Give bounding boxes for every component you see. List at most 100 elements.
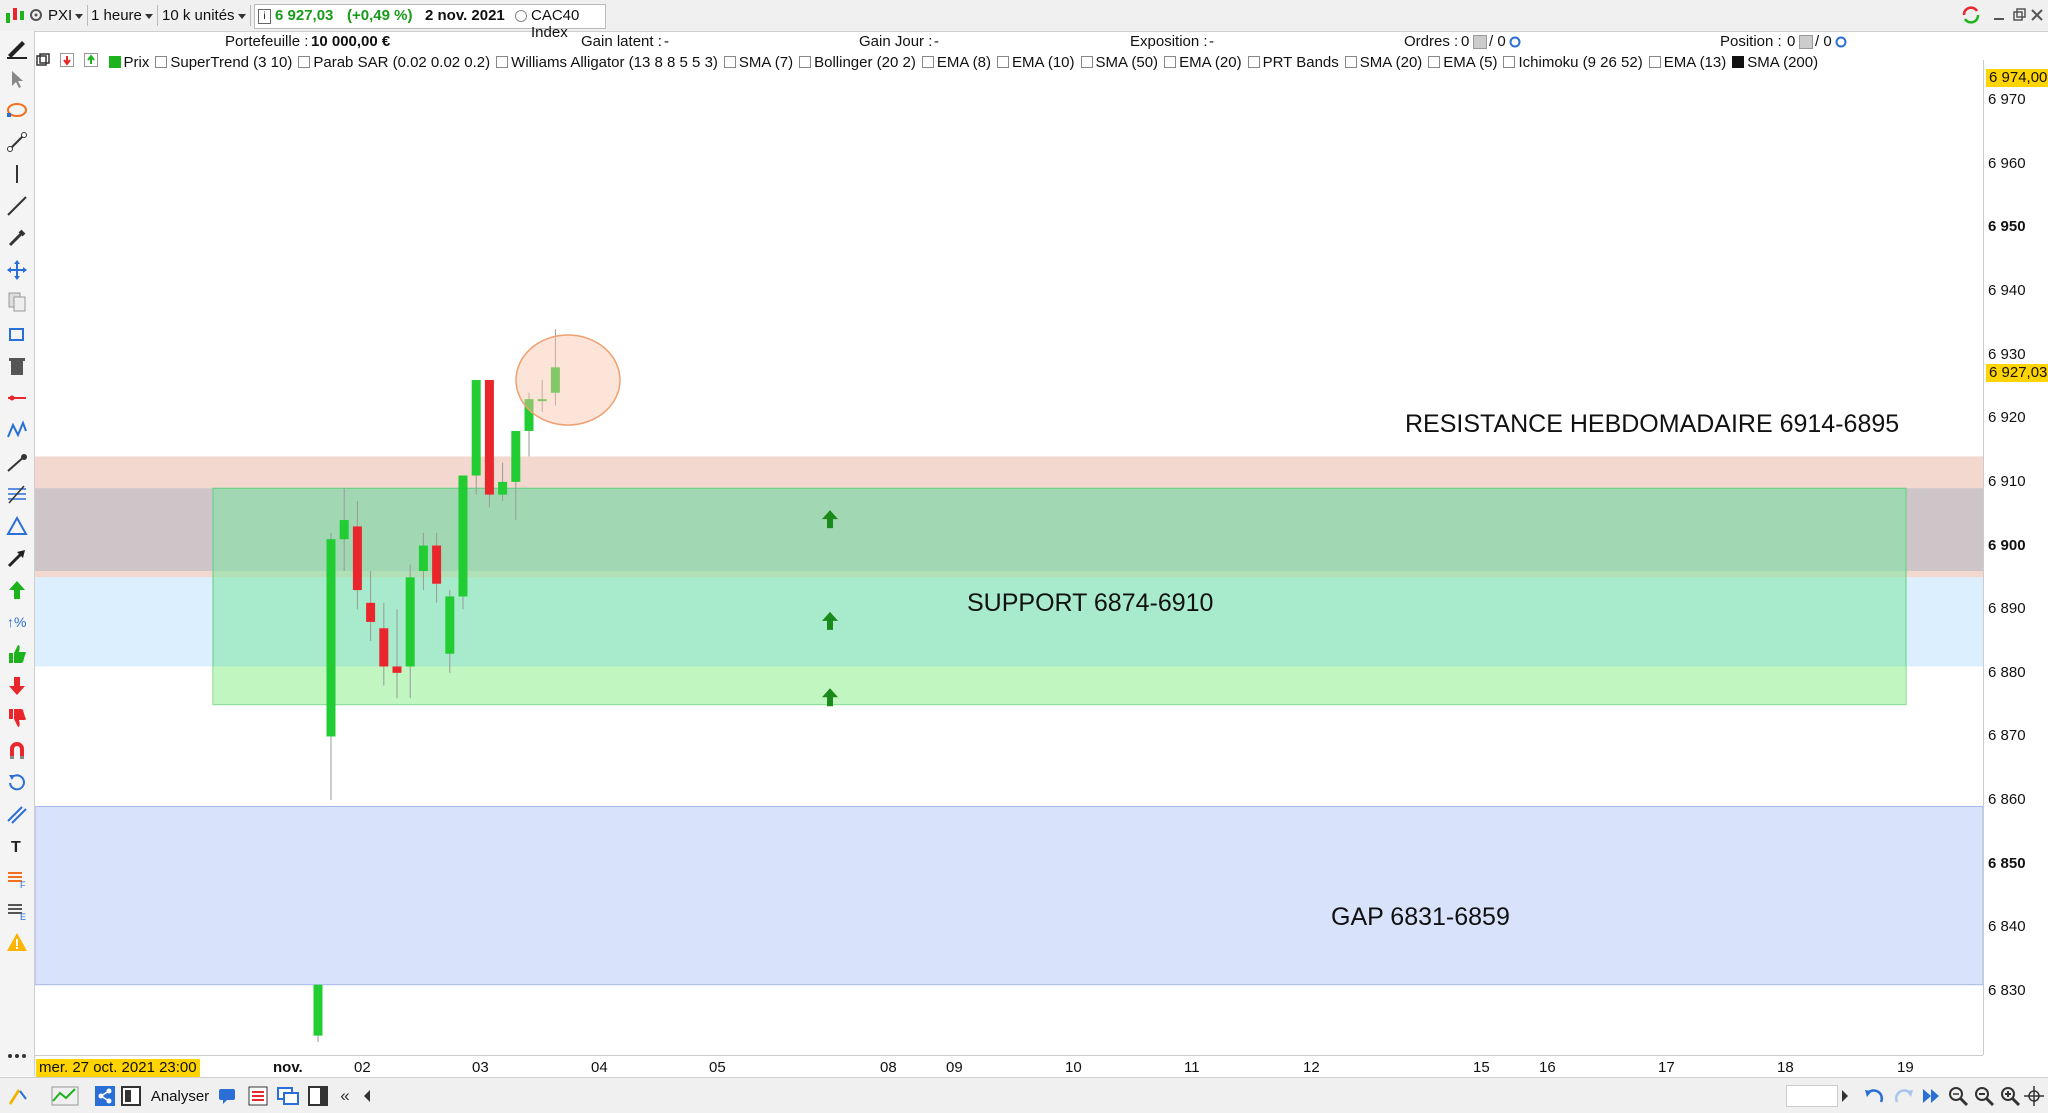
- indicator-checkbox[interactable]: [997, 56, 1009, 68]
- indicator-toggle[interactable]: EMA (20): [1164, 54, 1242, 71]
- chat-icon[interactable]: [216, 1084, 240, 1108]
- thumbs-down-icon[interactable]: [4, 705, 30, 731]
- windows-icon[interactable]: [276, 1084, 300, 1108]
- indicator-checkbox[interactable]: [496, 56, 509, 68]
- list-icon[interactable]: [246, 1084, 270, 1108]
- indicator-toggle[interactable]: SMA (7): [723, 54, 793, 71]
- chart-type-icon[interactable]: [4, 4, 26, 25]
- indicator-toggle[interactable]: Williams Alligator (13 8 8 5 5 3): [496, 54, 718, 71]
- scroll-left-double-icon[interactable]: «: [340, 1086, 350, 1105]
- pencil-icon[interactable]: [4, 34, 30, 60]
- indicator-checkbox[interactable]: [1732, 56, 1745, 68]
- indicator-toggle[interactable]: EMA (8): [921, 54, 991, 71]
- lines-f-icon[interactable]: F: [4, 865, 30, 891]
- settings-icon[interactable]: [28, 5, 44, 26]
- trend-line-icon[interactable]: [4, 193, 30, 219]
- draw-mode-icon[interactable]: [4, 1084, 32, 1108]
- info-icon[interactable]: i: [258, 9, 271, 24]
- price-axis[interactable]: 6 970 6 960 6 950 6 940 6 930 6 920 6 910 6 900…: [1983, 60, 2048, 1055]
- refresh-icon[interactable]: [1960, 5, 1982, 26]
- move-icon[interactable]: [4, 257, 30, 283]
- layout-icon[interactable]: [120, 1084, 142, 1108]
- trash-icon[interactable]: [4, 353, 30, 379]
- indicator-toggle[interactable]: PRT Bands: [1247, 54, 1339, 71]
- indicator-toggle[interactable]: Ichimoku (9 26 52): [1503, 54, 1643, 71]
- undo-icon[interactable]: [1862, 1084, 1886, 1108]
- zoom-fit-icon[interactable]: [1946, 1084, 1970, 1108]
- vertical-line-icon[interactable]: [4, 161, 30, 187]
- indicator-checkbox[interactable]: [1164, 56, 1177, 68]
- more-icon[interactable]: [4, 1043, 30, 1069]
- indicator-checkbox[interactable]: [298, 56, 311, 68]
- thumbs-up-icon[interactable]: [4, 641, 30, 667]
- horizontal-line-icon[interactable]: [4, 385, 30, 411]
- indicator-toggle[interactable]: SMA (20): [1344, 54, 1422, 71]
- indicator-checkbox[interactable]: [1503, 56, 1516, 68]
- arrow-up-icon[interactable]: [84, 53, 99, 71]
- price-chart[interactable]: RESISTANCE HEBDOMADAIRE 6914-6895 SUPPOR…: [35, 75, 1983, 1055]
- forward-icon[interactable]: [1920, 1084, 1942, 1108]
- indicator-checkbox[interactable]: [1648, 56, 1661, 68]
- radio-icon[interactable]: [515, 10, 527, 22]
- analyser-button[interactable]: Analyser: [150, 1087, 210, 1105]
- indicator-checkbox[interactable]: [921, 56, 934, 68]
- down-arrow-icon[interactable]: [4, 673, 30, 699]
- time-axis[interactable]: nov. 02 03 04 05 08 09 10 11 12 15 16 17 18 19: [35, 1055, 1983, 1078]
- indicator-toggle[interactable]: EMA (13): [1648, 54, 1726, 71]
- minimize-icon[interactable]: [1992, 5, 2006, 26]
- indicator-checkbox[interactable]: [108, 56, 121, 68]
- position-settings-icon[interactable]: [1834, 35, 1848, 53]
- tools-icon[interactable]: [4, 225, 30, 251]
- indicator-toggle[interactable]: Parab SAR (0.02 0.02 0.2): [298, 54, 490, 71]
- indicator-checkbox[interactable]: [1080, 56, 1093, 68]
- indicator-toggle[interactable]: Prix: [108, 54, 149, 71]
- pitchfork-icon[interactable]: [4, 449, 30, 475]
- quantity-select[interactable]: 10 k unités: [162, 5, 251, 26]
- fibonacci-icon[interactable]: [4, 481, 30, 507]
- indicator-toggle[interactable]: SuperTrend (3 10): [155, 54, 292, 71]
- scroll-left-icon[interactable]: [358, 1084, 376, 1108]
- indicator-toggle[interactable]: EMA (5): [1428, 54, 1497, 71]
- indicator-chart-icon[interactable]: [48, 1084, 84, 1108]
- zoom-in-icon[interactable]: [1998, 1084, 2022, 1108]
- channel-icon[interactable]: [4, 801, 30, 827]
- position-filter-icon[interactable]: [1799, 35, 1813, 49]
- restore-icon[interactable]: [2012, 5, 2026, 26]
- lines-e-icon[interactable]: E: [4, 897, 30, 923]
- panel-icon[interactable]: [306, 1084, 330, 1108]
- indicator-checkbox[interactable]: [1344, 56, 1357, 68]
- crosshair-icon[interactable]: [2022, 1084, 2046, 1108]
- percent-icon[interactable]: ↑%: [4, 609, 30, 635]
- magnet-icon[interactable]: [4, 737, 30, 763]
- zoom-out-icon[interactable]: [1972, 1084, 1996, 1108]
- share-icon[interactable]: [94, 1084, 116, 1108]
- scroll-right-icon[interactable]: [1836, 1084, 1854, 1108]
- redo-icon[interactable]: [1892, 1084, 1916, 1108]
- indicator-toggle[interactable]: SMA (50): [1080, 54, 1158, 71]
- symbol-select[interactable]: PXI: [48, 5, 89, 26]
- copy-icon[interactable]: [4, 289, 30, 315]
- text-tool-icon[interactable]: T: [4, 833, 30, 859]
- indicator-toggle[interactable]: SMA (200): [1732, 54, 1818, 71]
- arrow-tool-icon[interactable]: [4, 545, 30, 571]
- indicator-checkbox[interactable]: [1428, 56, 1441, 68]
- close-icon[interactable]: [2030, 5, 2044, 26]
- window-icon[interactable]: [36, 53, 50, 71]
- triangle-icon[interactable]: [4, 513, 30, 539]
- indicator-checkbox[interactable]: [723, 56, 736, 68]
- warning-icon[interactable]: [4, 929, 30, 955]
- orders-filter-icon[interactable]: [1473, 35, 1487, 49]
- cursor-icon[interactable]: [4, 66, 30, 92]
- orders-settings-icon[interactable]: [1508, 35, 1522, 53]
- indicator-toggle[interactable]: EMA (10): [997, 54, 1075, 71]
- indicator-checkbox[interactable]: [799, 56, 812, 68]
- ellipse-tool-icon[interactable]: [4, 97, 30, 123]
- up-arrow-icon[interactable]: [4, 577, 30, 603]
- indicator-checkbox[interactable]: [1247, 56, 1260, 68]
- interval-select[interactable]: 1 heure: [91, 5, 158, 26]
- indicator-checkbox[interactable]: [155, 56, 168, 68]
- arrow-down-icon[interactable]: [60, 53, 75, 71]
- resize-icon[interactable]: [4, 321, 30, 347]
- line-tool-icon[interactable]: [4, 129, 30, 155]
- horizontal-scrollbar-thumb[interactable]: [1786, 1085, 1838, 1107]
